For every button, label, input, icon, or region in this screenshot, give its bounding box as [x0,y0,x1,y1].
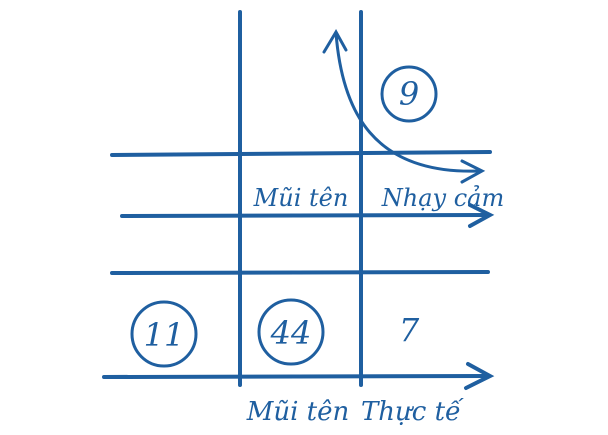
horizontal-line-top [110,150,492,157]
horizontal-line-lower [110,270,490,275]
number-bottom-left: 11 [144,316,185,354]
arrowhead-bottom [464,362,495,390]
circle-top-right [380,65,438,123]
curved-arrow [334,31,482,173]
curved-arrowhead-top [322,29,348,54]
horizontal-line-arrow-middle [120,213,490,218]
number-bottom-middle: 44 [270,314,312,352]
curved-arrowhead-right [460,159,486,184]
number-top-right: 9 [399,75,419,113]
row-label-left: Mũi tên [253,184,349,212]
horizontal-line-bottom-axis [102,374,490,379]
bottom-label-left: Mũi tên [246,397,350,427]
number-bottom-right: 7 [399,311,420,349]
bottom-label-right: Thực tế [361,397,464,427]
arrowhead-middle [468,203,495,228]
row-label-right: Nhạy cảm [381,184,504,212]
circle-bottom-middle [257,298,325,366]
circle-bottom-left [130,300,198,368]
